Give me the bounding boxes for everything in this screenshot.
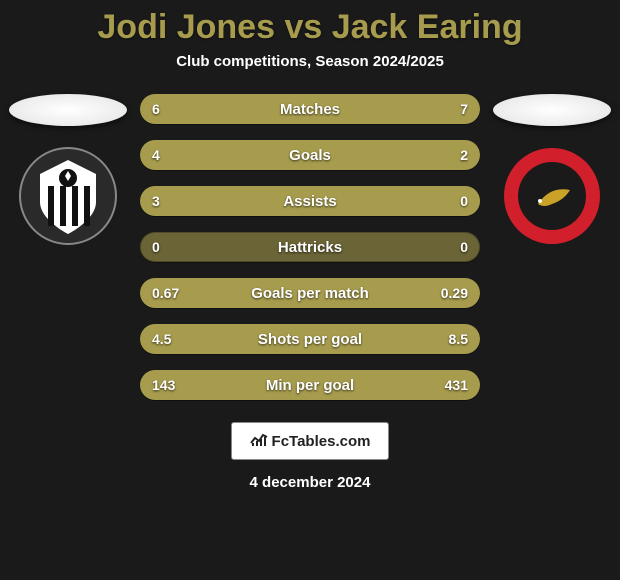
left-team-crest [18,146,118,246]
left-player-col [8,94,128,246]
bar-value-left: 0 [152,232,160,262]
right-team-crest [502,146,602,246]
bar-label: Shots per goal [140,324,480,354]
stat-bar: Goals4 2 [140,140,480,170]
brand-text: FcTables.com [272,433,371,450]
comparison-card: Jodi Jones vs Jack Earing Club competiti… [0,0,620,580]
stat-bar: Min per goal143 431 [140,370,480,400]
chart-icon [250,431,268,451]
player-silhouette-right [493,94,611,126]
bar-label: Matches [140,94,480,124]
bar-value-right: 0 [460,186,468,216]
bar-value-right: 0 [460,232,468,262]
bar-value-right: 7 [460,94,468,124]
bar-label: Goals [140,140,480,170]
player-silhouette-left [9,94,127,126]
right-player-col [492,94,612,246]
footer-date: 4 december 2024 [250,474,371,491]
bar-value-left: 4 [152,140,160,170]
bar-value-left: 143 [152,370,175,400]
page-title: Jodi Jones vs Jack Earing [97,8,522,47]
stat-bar: Matches6 7 [140,94,480,124]
bar-value-right: 431 [445,370,468,400]
bar-value-left: 6 [152,94,160,124]
bar-label: Assists [140,186,480,216]
bar-value-right: 2 [460,140,468,170]
bar-label: Hattricks [140,232,480,262]
stat-bar: Shots per goal4.5 8.5 [140,324,480,354]
bar-value-right: 8.5 [449,324,468,354]
bar-label: Min per goal [140,370,480,400]
bar-value-right: 0.29 [441,278,468,308]
stat-bars: Matches67Goals42Assists30Hattricks00Goal… [140,94,480,400]
bar-value-left: 0.67 [152,278,179,308]
body-row: Matches67Goals42Assists30Hattricks00Goal… [0,94,620,400]
stat-bar: Assists3 0 [140,186,480,216]
stat-bar: Hattricks0 0 [140,232,480,262]
bar-value-left: 3 [152,186,160,216]
stat-bar: Goals per match0.67 0.29 [140,278,480,308]
bar-value-left: 4.5 [152,324,171,354]
bar-label: Goals per match [140,278,480,308]
page-subtitle: Club competitions, Season 2024/2025 [176,53,444,70]
brand-badge: FcTables.com [231,422,389,460]
